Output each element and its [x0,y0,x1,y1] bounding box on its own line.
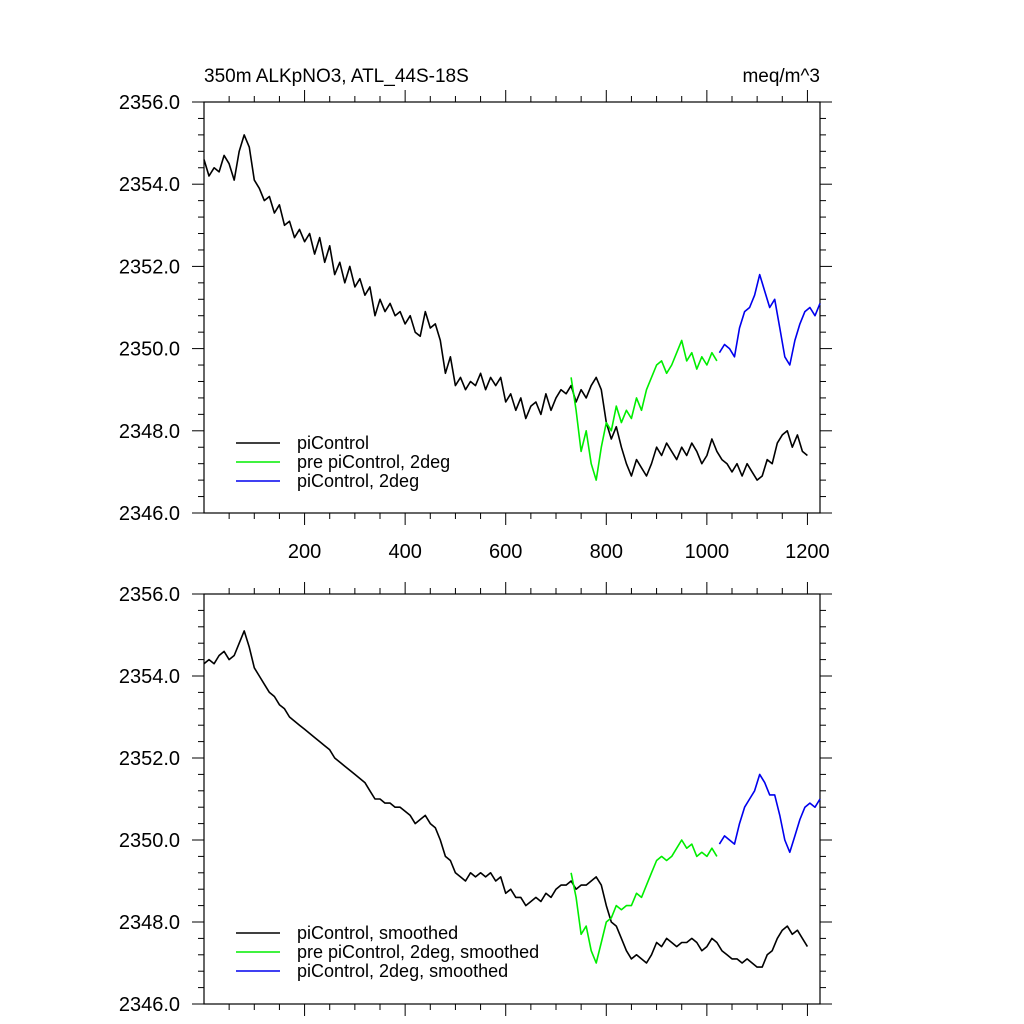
legend-label-1: piControl [297,433,369,453]
y-tick-label: 2356.0 [119,584,180,606]
x-tick-label: 800 [590,541,623,563]
series-line-2 [570,839,718,964]
y-tick-label: 2346.0 [119,503,180,525]
y-tick-label: 2350.0 [119,339,180,361]
series-line-3 [718,773,821,854]
y-tick-label: 2346.0 [119,994,180,1016]
legend-label-1: piControl, smoothed [297,923,458,943]
top-panel: 350m ALKpNO3, ATL_44S-18S meq/m^3 200 400… [119,66,832,563]
legend-label-3: piControl, 2deg [297,471,419,491]
series-line-2 [570,339,718,481]
bottom-panel: 2346.0 2348.0 2350.0 2352.0 2354.0 2356.0 piCo… [119,582,832,1016]
y-tick-label: 2348.0 [119,912,180,934]
y-tick-label: 2352.0 [119,256,180,278]
legend-label-3: piControl, 2deg, smoothed [297,961,508,981]
y-tick-label: 2354.0 [119,666,180,688]
chart-units: meq/m^3 [742,66,820,87]
y-tick-label: 2348.0 [119,421,180,443]
series-line-3 [718,273,821,366]
y-tick-label: 2350.0 [119,830,180,852]
y-tick-label: 2354.0 [119,174,180,196]
x-tick-label: 1200 [785,541,830,563]
legend-label-2: pre piControl, 2deg [297,452,450,472]
x-tick-label: 400 [388,541,421,563]
series-line-1 [203,134,808,481]
y-tick-label: 2356.0 [119,92,180,114]
plot-frame [203,101,821,514]
y-tick-label: 2352.0 [119,748,180,770]
x-tick-label: 1000 [685,541,730,563]
legend-label-2: pre piControl, 2deg, smoothed [297,942,539,962]
x-tick-label: 600 [489,541,522,563]
series-line-1 [203,630,809,968]
chart-title: 350m ALKpNO3, ATL_44S-18S [204,66,469,87]
x-tick-label: 200 [288,541,321,563]
